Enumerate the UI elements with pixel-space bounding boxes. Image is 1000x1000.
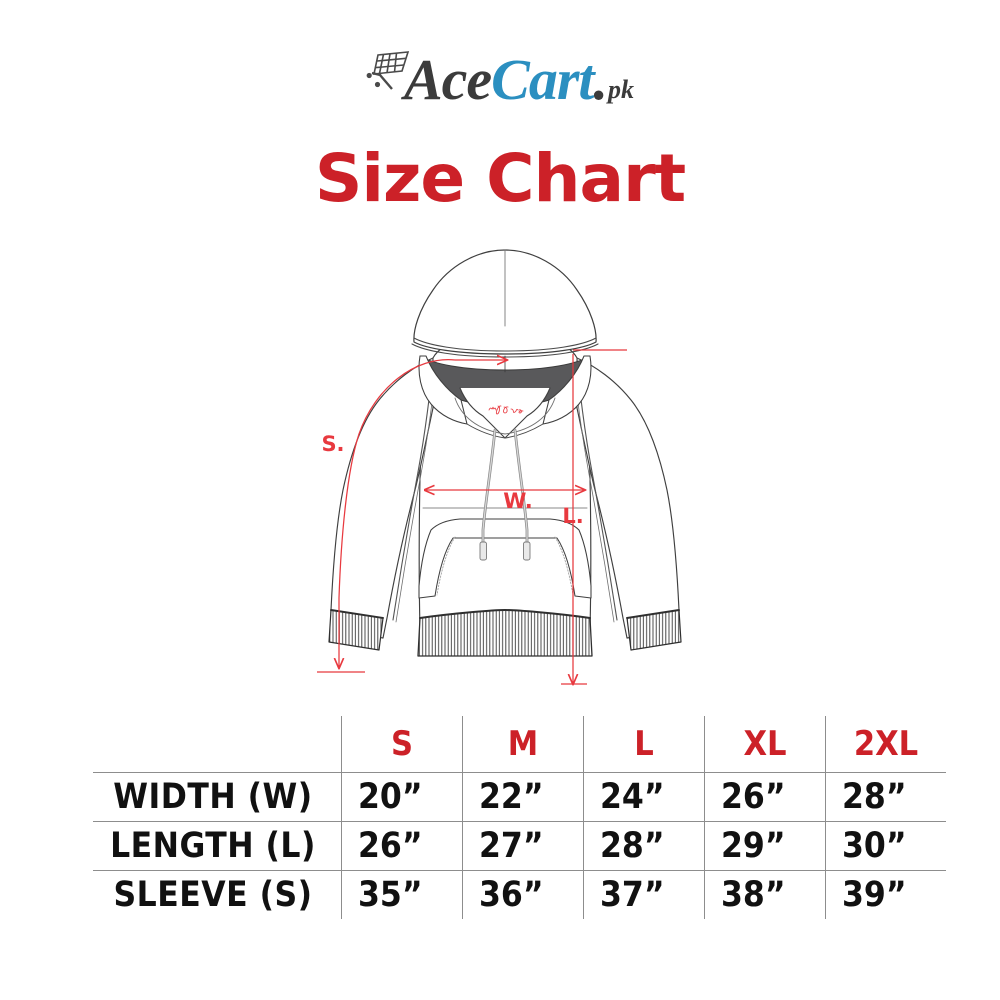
brand-tld: pk [608,75,635,104]
cell-width-l: 24” [583,772,705,822]
length-label: L. [562,504,583,528]
table-row: WIDTH (W) 20” 22” 24” 26” 28” [93,772,946,822]
cell-length-m: 27” [462,821,584,871]
cell-width-xl: 26” [704,772,826,822]
brand-logo: Ace Cart . pk [0,40,1000,120]
sleeve-label: S. [321,432,344,456]
cell-length-s: 26” [341,821,463,871]
measurement-labels: S. W. L. [321,432,583,528]
table-row: LENGTH (L) 26” 27” 28” 29” 30” [93,821,946,871]
cell-sleeve-s: 35” [341,870,463,919]
hoodie-technical-drawing: S. W. L. [255,238,755,708]
table-row: SLEEVE (S) 35” 36” 37” 38” 39” [93,870,946,919]
row-label-sleeve: SLEEVE (S) [113,875,313,915]
cell-width-s: 20” [341,772,463,822]
row-label-width: WIDTH (W) [93,772,342,822]
cell-width-m: 22” [462,772,584,822]
brand-dot: . [593,47,608,112]
shopping-cart-icon [366,49,410,91]
cell-length-2xl: 30” [825,821,946,871]
measurement-lines [317,349,627,684]
cell-sleeve-xl: 38” [704,870,826,919]
table-header-row: S M L XL 2XL [93,716,946,773]
brand-name-cart: Cart [491,47,594,112]
header-cell-empty [93,716,342,773]
size-chart-table: S M L XL 2XL WIDTH (W) 20” 22” 24” 26” 2… [93,716,946,919]
cell-length-l: 28” [583,821,705,871]
cell-sleeve-m: 36” [462,870,584,919]
row-label-length: LENGTH (L) [93,821,342,871]
header-cell-xl: XL [704,716,826,773]
cell-width-2xl: 28” [825,772,946,822]
header-cell-m: M [462,716,584,773]
cell-length-xl: 29” [704,821,826,871]
brand-name-ace: Ace [403,47,492,112]
header-cell-l: L [583,716,705,773]
header-cell-s: S [341,716,463,773]
header-cell-2xl: 2XL [825,716,946,773]
page-title: Size Chart [314,140,686,217]
cell-sleeve-l: 37” [583,870,705,919]
width-label: W. [503,489,532,513]
cell-sleeve-2xl: 39” [825,870,946,919]
neck-brand-script [488,405,524,415]
